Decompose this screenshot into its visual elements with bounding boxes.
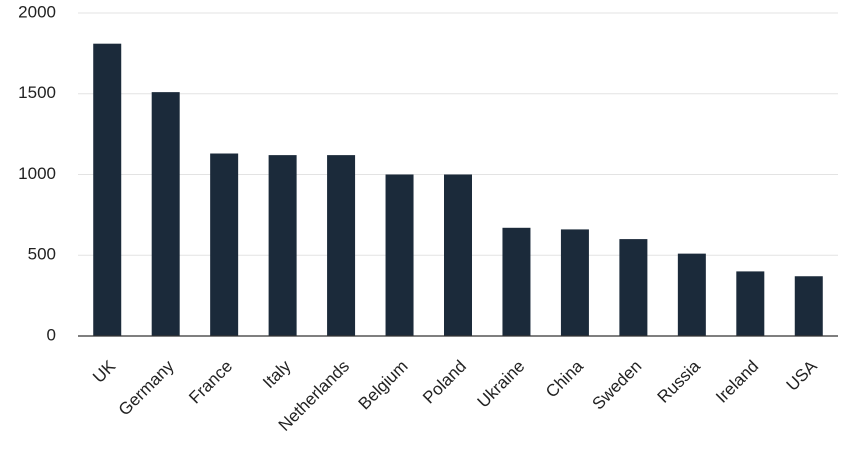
y-tick-label: 500 xyxy=(28,245,56,264)
bar xyxy=(736,271,765,336)
x-tick-label: Russia xyxy=(654,356,705,407)
bar xyxy=(93,43,122,337)
bar xyxy=(385,174,414,336)
x-tick-label: France xyxy=(185,357,236,408)
bar xyxy=(502,227,531,336)
x-tick-label: Ireland xyxy=(712,357,762,407)
x-tick-label: Poland xyxy=(419,357,470,408)
bar xyxy=(677,253,706,336)
x-tick-label: Belgium xyxy=(355,357,412,414)
x-tick-label: USA xyxy=(783,356,822,395)
bar xyxy=(444,174,472,336)
bar xyxy=(151,92,180,336)
y-tick-label: 1500 xyxy=(18,83,56,102)
x-tick-label: Ukraine xyxy=(474,357,529,412)
bar xyxy=(327,155,356,336)
x-tick-label: UK xyxy=(89,356,120,387)
bar xyxy=(619,239,648,336)
y-tick-label: 1000 xyxy=(18,164,56,183)
y-tick-label: 0 xyxy=(47,325,56,344)
x-tick-label: Sweden xyxy=(589,357,646,414)
x-tick-label: China xyxy=(542,356,587,401)
bar xyxy=(210,153,239,336)
y-tick-label: 2000 xyxy=(18,2,56,21)
x-tick-label: Italy xyxy=(259,356,295,392)
bar xyxy=(794,276,823,336)
bar xyxy=(268,155,297,336)
x-tick-label: Germany xyxy=(115,356,178,419)
bar xyxy=(560,229,589,336)
